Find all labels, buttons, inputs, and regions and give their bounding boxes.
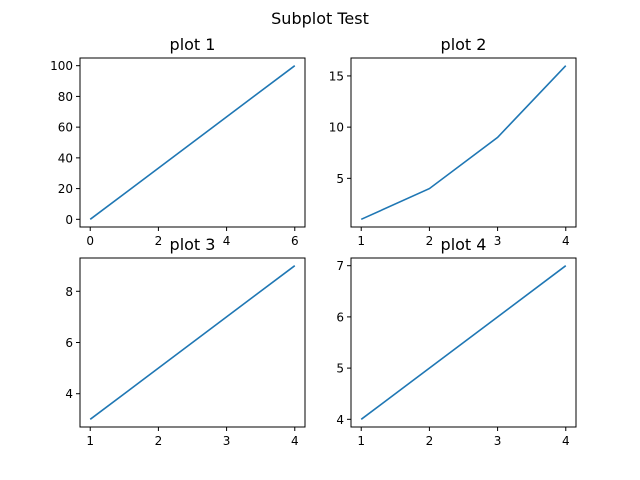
plot-3-x-tick-label: 1 [86,434,94,448]
plot-3-x-tick-label: 4 [291,434,299,448]
plot-2-series-line [360,65,567,221]
plot-1-y-tick-label: 20 [58,182,73,196]
plot-4-y-tick-label: 7 [336,259,344,273]
plot-4-y-tick-label: 5 [336,362,344,376]
plot-3-x-tick-label: 2 [155,434,163,448]
plot-2-title: plot 2 [441,35,487,54]
plot-1-x-tick-label: 0 [86,234,94,248]
plot-4-title: plot 4 [441,235,487,254]
plot-4-x-tick-label: 2 [426,434,434,448]
plot-2-x-tick-label: 3 [494,234,502,248]
plot-4-x-tick-label: 3 [494,434,502,448]
plot-2-y-tick-label: 5 [336,172,344,186]
subplot-4: 1 2 3 4 4 5 6 7 plot 4 [336,235,577,448]
plot-1-y-tick-label: 40 [58,151,73,165]
plot-4-y-tick-label: 4 [336,413,344,427]
plot-4-axes-frame [350,257,577,428]
plot-2-x-tick-label: 4 [562,234,570,248]
plot-1-x-tick-label: 4 [223,234,231,248]
figure-title: Subplot Test [271,9,369,28]
plot-3-y-tick-label: 6 [65,336,73,350]
plot-1-x-tick-label: 2 [155,234,163,248]
plot-1-y-tick-label: 100 [50,59,73,73]
plot-2-axes-frame [350,57,577,228]
plot-2-y-tick-label: 10 [329,121,344,135]
plot-2-x-tick-label: 1 [357,234,365,248]
plot-4-x-tick-label: 1 [357,434,365,448]
plot-1-axes-frame [79,57,306,228]
plot-3-y-tick-label: 4 [65,387,73,401]
plot-1-series-line [89,65,296,220]
subplot-2: 1 2 3 4 5 10 15 plot 2 [329,35,577,248]
plot-3-series-line [89,265,296,420]
subplot-3: 1 2 3 4 4 6 8 plot 3 [65,235,306,448]
plot-1-title: plot 1 [170,35,216,54]
plot-1-x-tick-label: 6 [291,234,299,248]
plot-2-y-tick-label: 15 [329,69,344,83]
plot-4-y-tick-label: 6 [336,310,344,324]
plot-1-y-tick-label: 60 [58,121,73,135]
plot-4-series-line [360,265,567,420]
plot-3-y-tick-label: 8 [65,285,73,299]
plot-3-x-tick-label: 3 [223,434,231,448]
plot-2-x-tick-label: 2 [426,234,434,248]
plot-3-title: plot 3 [170,235,216,254]
plot-1-y-tick-label: 0 [65,213,73,227]
plot-1-y-tick-label: 80 [58,90,73,104]
plot-4-x-tick-label: 4 [562,434,570,448]
